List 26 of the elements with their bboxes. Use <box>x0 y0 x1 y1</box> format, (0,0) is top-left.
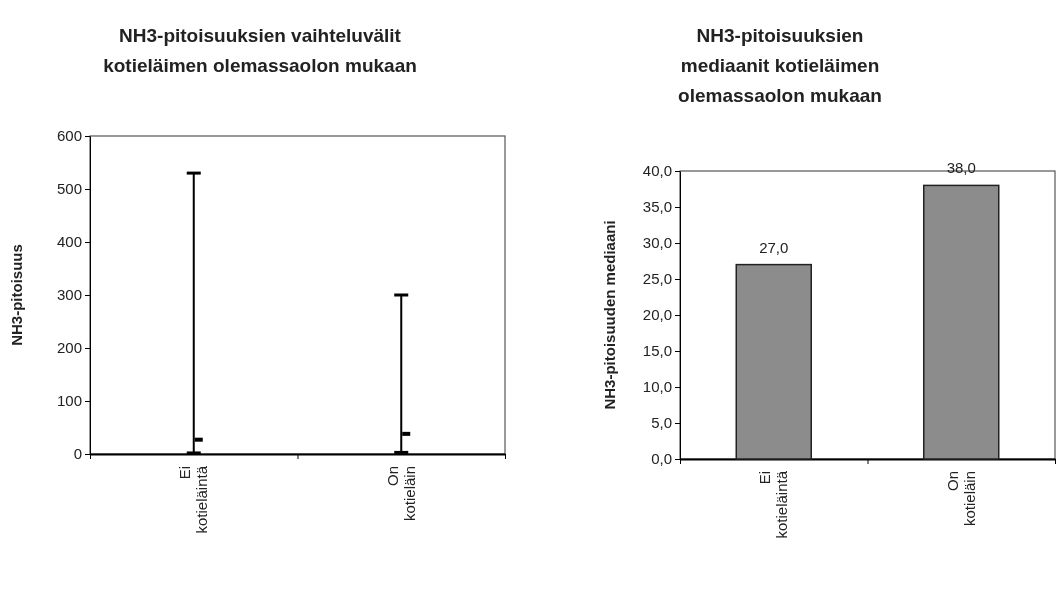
x-tick-label: Ei kotieläintä <box>756 470 791 539</box>
y-tick-label: 25,0 <box>642 270 672 288</box>
y-tick-label: 300 <box>56 286 82 304</box>
chart-title: NH3-pitoisuuksien mediaanit kotieläimen olemassaolon mukaan <box>678 25 882 106</box>
y-tick-label: 10,0 <box>642 378 672 396</box>
y-axis-title: NH3-pitoisuuden mediaani <box>601 220 618 410</box>
y-tick-label: 20,0 <box>642 306 672 324</box>
y-tick-label: 200 <box>56 339 82 357</box>
y-tick-label: 500 <box>56 180 82 198</box>
y-tick-label: 35,0 <box>642 198 672 216</box>
y-tick-label: 400 <box>56 233 82 251</box>
y-tick-label: 0 <box>73 445 82 463</box>
chart-title: NH3-pitoisuuksien vaihteluvälit kotieläimen olemassaolon mukaan <box>103 25 417 76</box>
x-tick-label: On kotieläin <box>383 466 418 522</box>
y-tick-label: 5,0 <box>651 414 672 432</box>
y-tick-label: 15,0 <box>642 342 672 360</box>
y-tick-label: 600 <box>56 127 82 145</box>
y-tick-label: 30,0 <box>642 234 672 252</box>
y-axis-title: NH3-pitoisuus <box>8 244 25 346</box>
y-tick-label: 100 <box>56 392 82 410</box>
x-tick-label: Ei kotieläintä <box>176 465 211 534</box>
data-label: 38,0 <box>946 159 976 177</box>
y-tick-label: 40,0 <box>642 162 672 180</box>
y-tick-label: 0,0 <box>651 450 672 468</box>
data-label: 27,0 <box>759 238 789 256</box>
x-tick-label: On kotieläin <box>943 471 978 527</box>
